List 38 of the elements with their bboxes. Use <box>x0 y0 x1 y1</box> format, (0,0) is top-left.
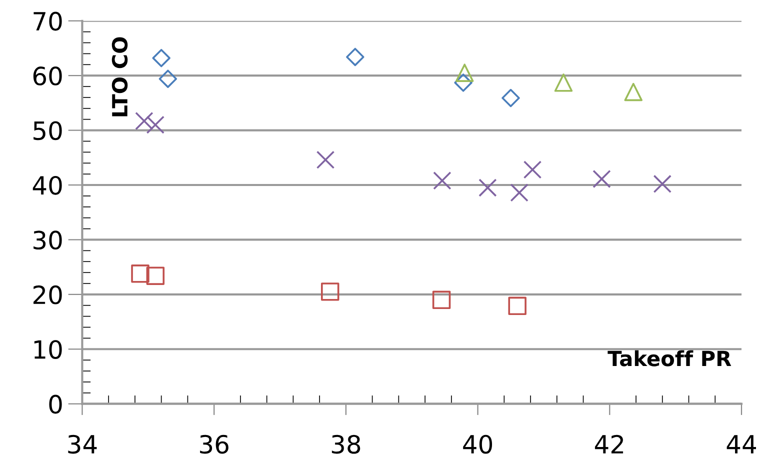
point <box>508 296 526 316</box>
point <box>523 160 542 179</box>
point <box>346 48 364 66</box>
point <box>510 184 528 202</box>
y-tick-label: 10 <box>34 340 62 359</box>
point <box>454 74 472 92</box>
x-tick-label: 36 <box>200 434 228 454</box>
y-tick-label: 40 <box>32 176 62 195</box>
point <box>320 282 340 301</box>
y-axis-title: LTO CO <box>112 37 128 116</box>
point <box>653 174 672 194</box>
point <box>455 64 474 82</box>
y-tick-label: 70 <box>34 12 62 31</box>
x-tick-label: 38 <box>332 434 360 454</box>
y-tick-label: 30 <box>34 230 62 250</box>
point <box>478 178 497 197</box>
y-tick-label: 20 <box>33 285 62 304</box>
x-axis-title: Takeoff PR <box>608 350 732 366</box>
y-tick-label: 0 <box>49 394 62 414</box>
point <box>131 264 150 283</box>
x-tick-label: 42 <box>594 434 624 454</box>
point <box>502 88 520 108</box>
point <box>135 112 154 130</box>
point <box>432 290 451 310</box>
point <box>158 70 178 88</box>
x-tick-label: 34 <box>68 434 97 454</box>
point <box>316 150 335 169</box>
y-tick-label: 60 <box>33 66 62 86</box>
point <box>624 82 642 102</box>
point <box>592 170 611 188</box>
point <box>433 171 452 190</box>
point <box>152 48 170 68</box>
x-tick-label: 40 <box>463 434 492 454</box>
point <box>146 116 165 134</box>
point <box>554 74 573 92</box>
y-tick-label: 50 <box>34 121 62 140</box>
point <box>146 266 165 285</box>
x-tick-label: 44 <box>726 435 756 454</box>
